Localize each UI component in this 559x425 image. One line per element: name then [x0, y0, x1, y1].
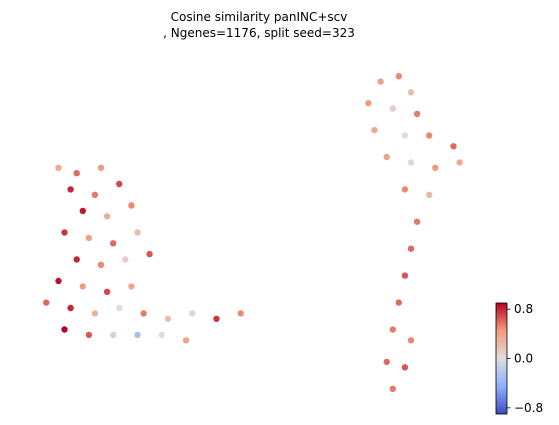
- scatter-point: [237, 310, 244, 317]
- colorbar: [495, 302, 508, 415]
- chart-title-line-2: , Ngenes=1176, split seed=323: [163, 26, 355, 40]
- scatter-point: [389, 385, 396, 392]
- scatter-point: [91, 310, 99, 317]
- scatter-point: [97, 164, 105, 171]
- scatter-point: [73, 170, 80, 177]
- scatter-point: [103, 213, 111, 220]
- scatter-point: [79, 283, 87, 290]
- scatter-point: [389, 326, 396, 333]
- scatter-point: [365, 99, 372, 107]
- scatter-point: [67, 186, 74, 193]
- scatter-point: [134, 331, 141, 339]
- scatter-point: [413, 110, 421, 118]
- scatter-point: [79, 207, 87, 215]
- chart-title-line-1: Cosine similarity panINC+scv: [171, 10, 348, 24]
- scatter-point: [377, 78, 384, 85]
- scatter-point: [432, 164, 439, 171]
- scatter-point: [61, 229, 68, 236]
- scatter-point: [85, 234, 93, 242]
- scatter-point: [395, 73, 402, 80]
- scatter-point: [55, 164, 62, 171]
- colorbar-tick-label: 0.8: [514, 302, 533, 316]
- scatter-point: [158, 331, 165, 339]
- scatter-point: [128, 283, 135, 290]
- scatter-points: [43, 73, 463, 392]
- scatter-point: [103, 288, 111, 295]
- scatter-point: [401, 132, 409, 139]
- scatter-point: [116, 304, 123, 312]
- scatter-point: [426, 191, 433, 198]
- scatter-point: [407, 89, 415, 96]
- scatter-point: [110, 240, 117, 247]
- scatter-point: [116, 180, 123, 188]
- scatter-point: [61, 326, 68, 333]
- colorbar-tick-label: −0.8: [514, 401, 543, 415]
- scatter-point: [128, 202, 135, 209]
- scatter-point: [456, 159, 463, 166]
- scatter-point: [395, 299, 402, 306]
- scatter-point: [140, 310, 147, 317]
- scatter-point: [189, 310, 196, 317]
- scatter-point: [85, 331, 93, 339]
- scatter-point: [110, 331, 117, 339]
- colorbar-ticks: 0.8 0.0 −0.8: [507, 302, 543, 415]
- scatter-point: [389, 105, 396, 112]
- scatter-point: [55, 277, 62, 285]
- scatter-point: [91, 191, 99, 198]
- scatter-point: [401, 186, 409, 193]
- scatter-point: [122, 256, 129, 263]
- scatter-point: [146, 250, 153, 258]
- colorbar-tick-label: 0.0: [514, 352, 533, 366]
- scatter-point: [134, 229, 141, 236]
- scatter-point: [97, 261, 105, 268]
- scatter-point: [213, 315, 220, 322]
- scatter-point: [450, 143, 457, 150]
- scatter-point: [43, 299, 50, 306]
- scatter-point: [407, 245, 415, 252]
- scatter-point: [67, 304, 74, 312]
- scatter-point: [407, 337, 415, 344]
- scatter-point: [426, 132, 433, 139]
- scatter-point: [383, 358, 390, 366]
- scatter-point: [182, 337, 190, 344]
- scatter-point: [401, 364, 409, 371]
- scatter-point: [164, 315, 172, 322]
- scatter-point: [401, 272, 409, 279]
- scatter-point: [383, 153, 390, 161]
- scatter-point: [407, 159, 415, 166]
- scatter-point: [73, 256, 80, 263]
- scatter-point: [413, 218, 421, 225]
- scatter-point: [371, 126, 378, 134]
